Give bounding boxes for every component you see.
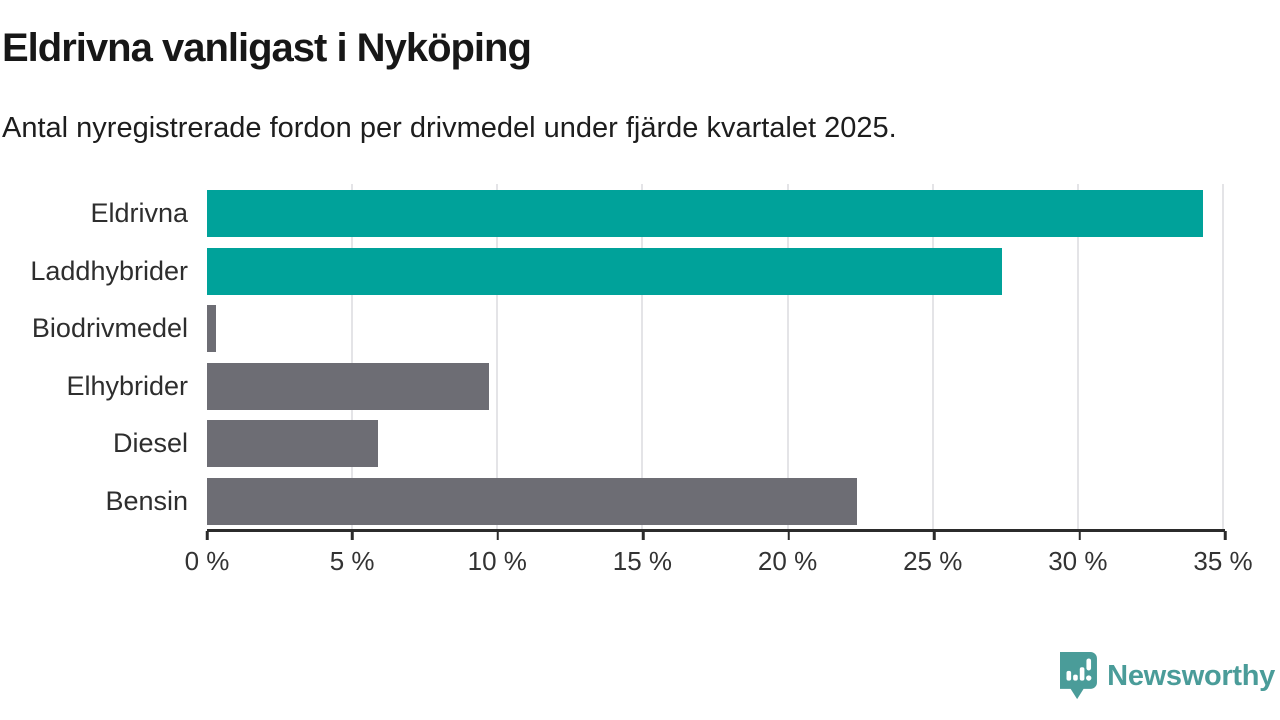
gridline-35pct — [1222, 184, 1224, 530]
category-label-laddhybrider: Laddhybrider — [30, 255, 188, 286]
bar-bensin — [207, 477, 858, 525]
x-tick-label-20: 20 % — [757, 546, 818, 576]
bar-elhybrider — [207, 362, 489, 410]
x-tick-label-25: 25 % — [903, 546, 963, 576]
bar-row-bensin: Bensin — [0, 473, 1240, 531]
newsworthy-logo-icon — [1060, 652, 1098, 700]
x-axis-tick — [787, 531, 790, 540]
x-axis-tick — [1078, 531, 1081, 540]
newsworthy-logo-text: Newsworthy — [1107, 659, 1275, 692]
category-label-biodrivmedel: Biodrivmedel — [31, 313, 188, 344]
bar-row-elhybrider: Elhybrider — [0, 358, 1240, 416]
gridline-15pct — [641, 184, 644, 530]
bar-chart: Eldrivna Laddhybrider Biodrivmedel Elhyb… — [0, 185, 1240, 530]
chart-subtitle: Antal nyregistrerade fordon per drivmede… — [2, 112, 897, 144]
gridline-5pct — [351, 184, 354, 530]
x-tick-label-10: 10 % — [467, 546, 527, 576]
x-axis-tick — [496, 531, 500, 540]
bar-track — [207, 420, 1223, 468]
gridline-20pct — [786, 184, 789, 530]
bar-track — [207, 247, 1223, 295]
bar-track — [207, 190, 1223, 238]
x-tick-label-30: 30 % — [1048, 546, 1108, 576]
bar-row-laddhybrider: Laddhybrider — [0, 243, 1240, 301]
bar-biodrivmedel — [207, 305, 216, 353]
bar-track — [207, 362, 1223, 410]
x-tick-label-35: 35 % — [1193, 546, 1253, 576]
x-axis-tick — [205, 531, 209, 540]
x-tick-label-15: 15 % — [612, 546, 673, 576]
category-label-eldrivna: Eldrivna — [90, 198, 188, 229]
newsworthy-logo: Newsworthy — [1060, 650, 1275, 702]
bar-row-eldrivna: Eldrivna — [0, 185, 1240, 243]
x-tick-label-5: 5 % — [329, 546, 375, 576]
x-axis-tick — [1223, 531, 1227, 540]
bar-laddhybrider — [207, 247, 1003, 295]
gridline-30pct — [1076, 184, 1079, 530]
x-axis-line — [205, 529, 1227, 540]
gridline-25pct — [931, 184, 934, 530]
x-tick-label-0: 0 % — [184, 546, 230, 576]
x-axis-tick — [642, 531, 645, 540]
bar-track — [207, 305, 1223, 353]
category-label-elhybrider: Elhybrider — [66, 370, 188, 401]
bar-row-diesel: Diesel — [0, 415, 1240, 473]
chart-title: Eldrivna vanligast i Nyköping — [2, 26, 532, 70]
bar-eldrivna — [207, 190, 1203, 238]
x-axis-tick — [351, 531, 354, 540]
category-label-diesel: Diesel — [112, 428, 188, 459]
bar-diesel — [207, 420, 379, 468]
category-label-bensin: Bensin — [105, 485, 188, 516]
x-axis-tick — [932, 531, 936, 540]
gridlines — [207, 184, 1224, 530]
x-axis-tick-labels: 0 % 5 % 10 % 15 % 20 % 25 % 30 % 35 % — [185, 546, 1253, 579]
gridline-10pct — [496, 184, 499, 530]
bar-track — [207, 477, 1223, 525]
bar-row-biodrivmedel: Biodrivmedel — [0, 300, 1240, 358]
